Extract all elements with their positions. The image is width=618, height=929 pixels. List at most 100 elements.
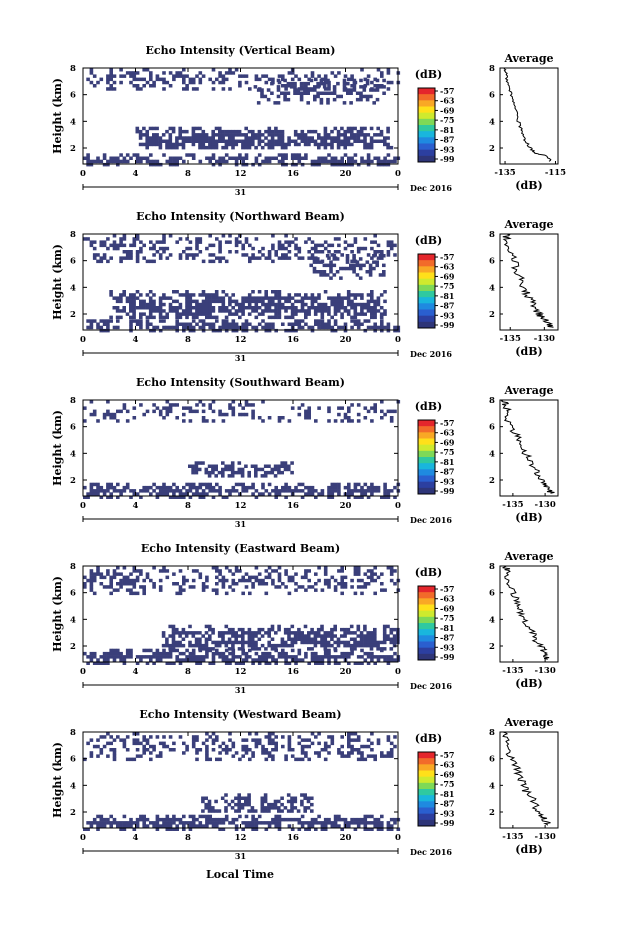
echo-cell [386, 80, 391, 85]
echo-cell [244, 322, 249, 326]
echo-cell [99, 735, 104, 739]
echo-cell [109, 578, 113, 583]
echo-cell [191, 651, 196, 656]
echo-cell [290, 806, 294, 810]
colorbar-tick-label: -75 [440, 779, 454, 789]
echo-cell [165, 744, 170, 749]
y-axis-label: Height (km) [51, 576, 64, 652]
echo-cell [283, 627, 288, 632]
echo-cell [277, 578, 282, 583]
echo-cell [310, 139, 314, 143]
echo-cell [316, 81, 320, 86]
echo-cell [106, 162, 110, 167]
echo-cell [363, 624, 367, 629]
echo-cell [191, 814, 196, 819]
echo-cell [195, 655, 199, 659]
echo-cell [329, 276, 333, 280]
echo-cell [125, 250, 130, 254]
echo-cell [290, 406, 295, 410]
echo-cell [142, 735, 146, 739]
echo-cell [89, 821, 94, 825]
echo-cell [182, 827, 186, 831]
echo-cell [271, 817, 275, 822]
echo-cell [145, 824, 150, 828]
echo-cell [297, 256, 302, 260]
echo-cell [185, 293, 189, 297]
echo-cell [373, 643, 377, 648]
echo-cell [112, 821, 117, 825]
echo-cell [323, 821, 328, 825]
echo-cell [129, 325, 133, 330]
colorbar-swatch [418, 291, 435, 298]
echo-cell [211, 658, 216, 662]
echo-cell [178, 302, 183, 307]
echo-cell [310, 253, 315, 257]
echo-cell [231, 658, 236, 662]
echo-cell [112, 572, 117, 576]
echo-cell [254, 578, 259, 583]
echo-cell [188, 409, 193, 414]
echo-cell [353, 315, 358, 320]
echo-cell [260, 799, 265, 804]
echo-cell [234, 661, 239, 665]
echo-cell [188, 293, 193, 297]
echo-cell [175, 495, 179, 499]
echo-cell [135, 159, 140, 164]
echo-cell [337, 159, 341, 164]
echo-cell [290, 77, 295, 82]
echo-cell [290, 640, 295, 645]
echo-cell [254, 237, 259, 241]
echo-cell [241, 748, 245, 752]
echo-cell [152, 306, 156, 310]
echo-cell [280, 640, 285, 645]
echo-cell [129, 824, 133, 828]
echo-cell [224, 655, 229, 659]
echo-cell [336, 136, 341, 140]
echo-cell [273, 101, 277, 105]
average-y-tick-label: 4 [489, 283, 495, 293]
echo-cell [241, 243, 245, 248]
echo-cell [277, 585, 282, 589]
echo-cell [142, 243, 146, 248]
echo-cell [287, 738, 292, 742]
echo-cell [195, 322, 199, 326]
echo-cell [320, 624, 324, 629]
echo-cell [241, 309, 245, 313]
echo-cell [109, 319, 113, 323]
echo-cell [152, 133, 156, 137]
echo-cell [139, 569, 143, 573]
echo-cell [307, 142, 311, 147]
echo-cell [238, 482, 242, 487]
x-tick-label: 0 [395, 833, 401, 843]
echo-cell [149, 648, 153, 653]
echo-cell [208, 243, 212, 248]
echo-cell [238, 306, 242, 310]
echo-cell [342, 81, 347, 86]
echo-cell [214, 464, 218, 468]
echo-cell [313, 634, 318, 638]
echo-cell [263, 474, 268, 478]
echo-cell [322, 263, 327, 268]
echo-cell [254, 741, 259, 746]
echo-cell [132, 240, 137, 244]
echo-cell [363, 139, 367, 143]
echo-cell [309, 88, 314, 92]
panel-3: Echo Intensity (Eastward Beam)2468Height… [51, 542, 559, 695]
echo-cell [284, 87, 288, 91]
echo-cell [185, 658, 189, 662]
echo-cell [352, 254, 356, 258]
echo-cell [198, 133, 202, 137]
echo-cell [380, 325, 384, 330]
echo-cell [300, 489, 305, 493]
average-y-tick-label: 6 [489, 589, 495, 599]
echo-cell [277, 246, 282, 251]
echo-cell [224, 817, 229, 822]
echo-cell [386, 824, 391, 828]
echo-cell [297, 412, 302, 417]
echo-cell [116, 419, 120, 423]
echo-cell [330, 631, 334, 635]
echo-cell [270, 637, 275, 641]
echo-cell [333, 319, 338, 323]
echo-cell [337, 412, 341, 417]
echo-cell [119, 655, 123, 659]
